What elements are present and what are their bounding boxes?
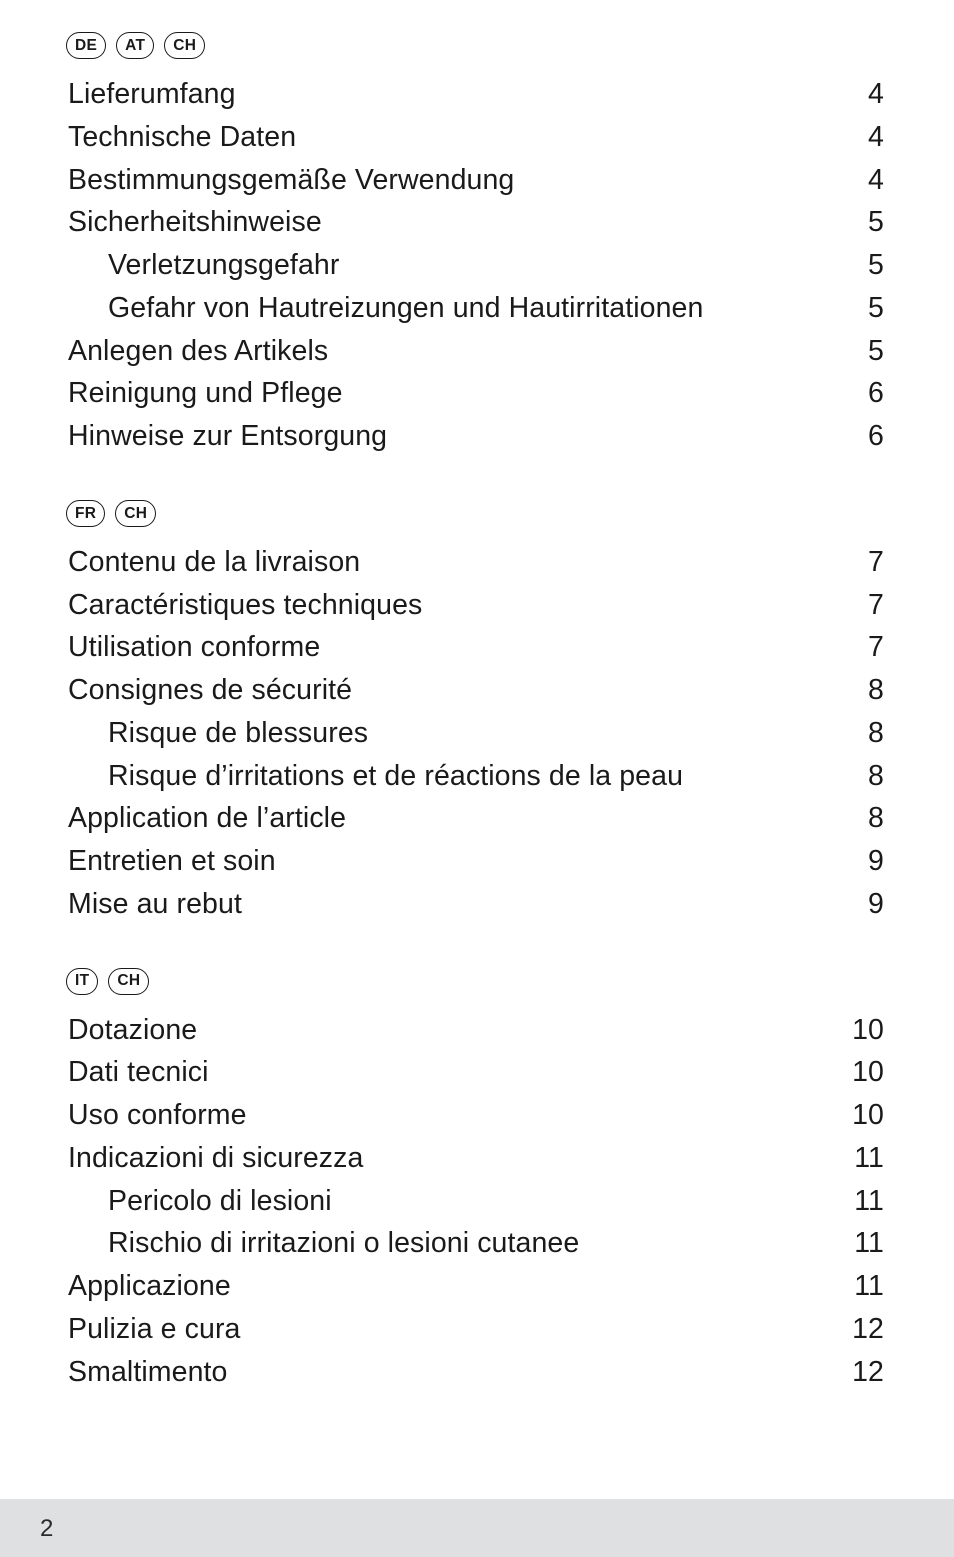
toc-entry: Bestimmungsgemäße Verwendung4 [68, 159, 884, 202]
country-badge: IT [66, 968, 98, 995]
toc-page-number: 8 [838, 797, 884, 840]
toc-page-number: 7 [838, 584, 884, 627]
toc-entry: Contenu de la livraison7 [68, 541, 884, 584]
toc-entry: Dotazione10 [68, 1009, 884, 1052]
toc-label: Verletzungsgefahr [68, 244, 838, 287]
toc-page-number: 11 [838, 1265, 884, 1308]
toc-entry: Pulizia e cura12 [68, 1308, 884, 1351]
country-badges: DE AT CH [66, 32, 884, 59]
footer-page-number: 2 [40, 1515, 53, 1543]
country-badge: CH [108, 968, 149, 995]
toc-page-number: 5 [838, 330, 884, 373]
toc-entry: Risque d’irritations et de réactions de … [68, 755, 884, 798]
toc-page-number: 4 [838, 73, 884, 116]
toc-page-number: 4 [838, 159, 884, 202]
toc-entry: Smaltimento12 [68, 1351, 884, 1394]
toc-entry: Indicazioni di sicurezza11 [68, 1137, 884, 1180]
toc-page-number: 7 [838, 541, 884, 584]
toc-label: Entretien et soin [68, 840, 838, 883]
toc-page-number: 5 [838, 287, 884, 330]
toc-page-number: 4 [838, 116, 884, 159]
toc-label: Indicazioni di sicurezza [68, 1137, 838, 1180]
toc-label: Rischio di irritazioni o lesioni cutanee [68, 1222, 838, 1265]
toc-label: Utilisation conforme [68, 626, 838, 669]
toc-page-number: 10 [838, 1094, 884, 1137]
toc-page-number: 12 [838, 1308, 884, 1351]
toc-entry: Reinigung und Pflege6 [68, 372, 884, 415]
toc-section-it: IT CH Dotazione10 Dati tecnici10 Uso con… [68, 968, 884, 1394]
toc-page-number: 9 [838, 883, 884, 926]
toc-page-number: 5 [838, 201, 884, 244]
toc-page-number: 8 [838, 712, 884, 755]
page-footer: 2 [0, 1499, 954, 1557]
toc-entry: Hinweise zur Entsorgung6 [68, 415, 884, 458]
toc-label: Applicazione [68, 1265, 838, 1308]
toc-page-number: 12 [838, 1351, 884, 1394]
toc-label: Risque de blessures [68, 712, 838, 755]
toc-entry: Technische Daten4 [68, 116, 884, 159]
toc-label: Smaltimento [68, 1351, 838, 1394]
toc-page-number: 11 [838, 1222, 884, 1265]
toc-page-number: 8 [838, 669, 884, 712]
toc-label: Caractéristiques techniques [68, 584, 838, 627]
toc-label: Reinigung und Pflege [68, 372, 838, 415]
toc-label: Sicherheitshinweise [68, 201, 838, 244]
toc-page-number: 6 [838, 415, 884, 458]
country-badge: CH [164, 32, 205, 59]
toc-entry: Risque de blessures8 [68, 712, 884, 755]
toc-section-fr: FR CH Contenu de la livraison7 Caractéri… [68, 500, 884, 926]
toc-label: Consignes de sécurité [68, 669, 838, 712]
toc-page-number: 6 [838, 372, 884, 415]
toc-label: Pulizia e cura [68, 1308, 838, 1351]
toc-label: Mise au rebut [68, 883, 838, 926]
toc-entry: Sicherheitshinweise5 [68, 201, 884, 244]
toc-section-de: DE AT CH Lieferumfang4 Technische Daten4… [68, 32, 884, 458]
toc-page-number: 7 [838, 626, 884, 669]
toc-label: Dotazione [68, 1009, 838, 1052]
toc-page-number: 10 [838, 1009, 884, 1052]
toc-entry: Gefahr von Hautreizungen und Hautirritat… [68, 287, 884, 330]
toc-label: Bestimmungsgemäße Verwendung [68, 159, 838, 202]
toc-page-number: 10 [838, 1051, 884, 1094]
toc-label: Anlegen des Artikels [68, 330, 838, 373]
toc-page-number: 11 [838, 1180, 884, 1223]
toc-label: Contenu de la livraison [68, 541, 838, 584]
country-badge: CH [115, 500, 156, 527]
toc-label: Technische Daten [68, 116, 838, 159]
toc-label: Pericolo di lesioni [68, 1180, 838, 1223]
toc-label: Risque d’irritations et de réactions de … [68, 755, 838, 798]
toc-entry: Application de l’article8 [68, 797, 884, 840]
toc-entry: Dati tecnici10 [68, 1051, 884, 1094]
toc-entry: Consignes de sécurité8 [68, 669, 884, 712]
toc-entry: Rischio di irritazioni o lesioni cutanee… [68, 1222, 884, 1265]
toc-label: Dati tecnici [68, 1051, 838, 1094]
toc-label: Hinweise zur Entsorgung [68, 415, 838, 458]
country-badges: IT CH [66, 968, 884, 995]
toc-page-number: 5 [838, 244, 884, 287]
country-badges: FR CH [66, 500, 884, 527]
toc-entry: Pericolo di lesioni11 [68, 1180, 884, 1223]
toc-page-number: 8 [838, 755, 884, 798]
toc-page-number: 9 [838, 840, 884, 883]
toc-entry: Verletzungsgefahr5 [68, 244, 884, 287]
toc-page: DE AT CH Lieferumfang4 Technische Daten4… [0, 0, 954, 1393]
toc-entry: Utilisation conforme7 [68, 626, 884, 669]
country-badge: AT [116, 32, 154, 59]
toc-page-number: 11 [838, 1137, 884, 1180]
toc-entry: Anlegen des Artikels5 [68, 330, 884, 373]
toc-label: Application de l’article [68, 797, 838, 840]
country-badge: FR [66, 500, 105, 527]
toc-entry: Entretien et soin9 [68, 840, 884, 883]
toc-entry: Uso conforme10 [68, 1094, 884, 1137]
toc-entry: Caractéristiques techniques7 [68, 584, 884, 627]
country-badge: DE [66, 32, 106, 59]
toc-entry: Mise au rebut9 [68, 883, 884, 926]
toc-entry: Lieferumfang4 [68, 73, 884, 116]
toc-entry: Applicazione11 [68, 1265, 884, 1308]
toc-label: Gefahr von Hautreizungen und Hautirritat… [68, 287, 838, 330]
toc-label: Uso conforme [68, 1094, 838, 1137]
toc-label: Lieferumfang [68, 73, 838, 116]
